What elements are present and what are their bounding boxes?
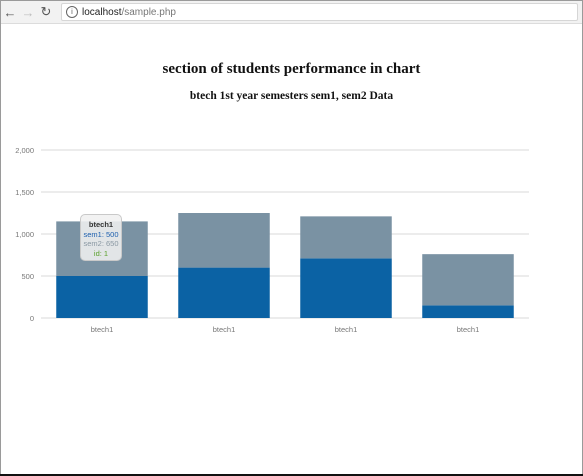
bar-sem2	[300, 216, 392, 259]
bar-sem1	[422, 305, 514, 318]
x-tick-label: btech1	[457, 325, 480, 334]
page-title: section of students performance in chart	[162, 61, 421, 77]
tooltip-id: id: 1	[93, 248, 109, 258]
taskbar-edge	[0, 474, 583, 476]
reload-button[interactable]: ↻	[37, 3, 55, 21]
x-tick-label: btech1	[213, 325, 236, 334]
y-tick-label: 1,500	[15, 188, 34, 197]
address-path: /sample.php	[121, 6, 176, 18]
back-button[interactable]: ←	[1, 3, 19, 21]
bar-sem1	[300, 258, 392, 318]
y-tick-label: 1,000	[15, 230, 34, 239]
bar-sem2	[178, 213, 270, 268]
address-host: localhost	[82, 6, 122, 18]
tooltip-sem1: sem1: 500	[83, 229, 119, 239]
y-tick-label: 500	[21, 272, 34, 281]
y-tick-label: 0	[30, 314, 34, 323]
page-subtitle: btech 1st year semesters sem1, sem2 Data	[189, 90, 394, 102]
bar-sem2	[422, 254, 514, 306]
bar-sem1	[56, 276, 148, 318]
arrow-right-icon: →	[21, 4, 35, 20]
chart-tooltip: btech1 sem1: 500 sem2: 650 id: 1	[80, 214, 122, 261]
tooltip-sem2: sem2: 650	[83, 239, 119, 248]
browser-toolbar: ← → ↻ i localhost/sample.php	[1, 1, 582, 24]
tooltip-title: btech1	[88, 220, 114, 229]
arrow-left-icon: ←	[3, 4, 17, 20]
info-icon[interactable]: i	[66, 6, 78, 18]
y-tick-label: 2,000	[15, 146, 34, 155]
forward-button[interactable]: →	[19, 3, 37, 21]
address-bar[interactable]: i localhost/sample.php	[61, 3, 578, 21]
bar-sem1	[178, 267, 270, 318]
x-tick-label: btech1	[91, 325, 114, 334]
x-tick-label: btech1	[335, 325, 358, 334]
reload-icon: ↻	[40, 4, 52, 19]
